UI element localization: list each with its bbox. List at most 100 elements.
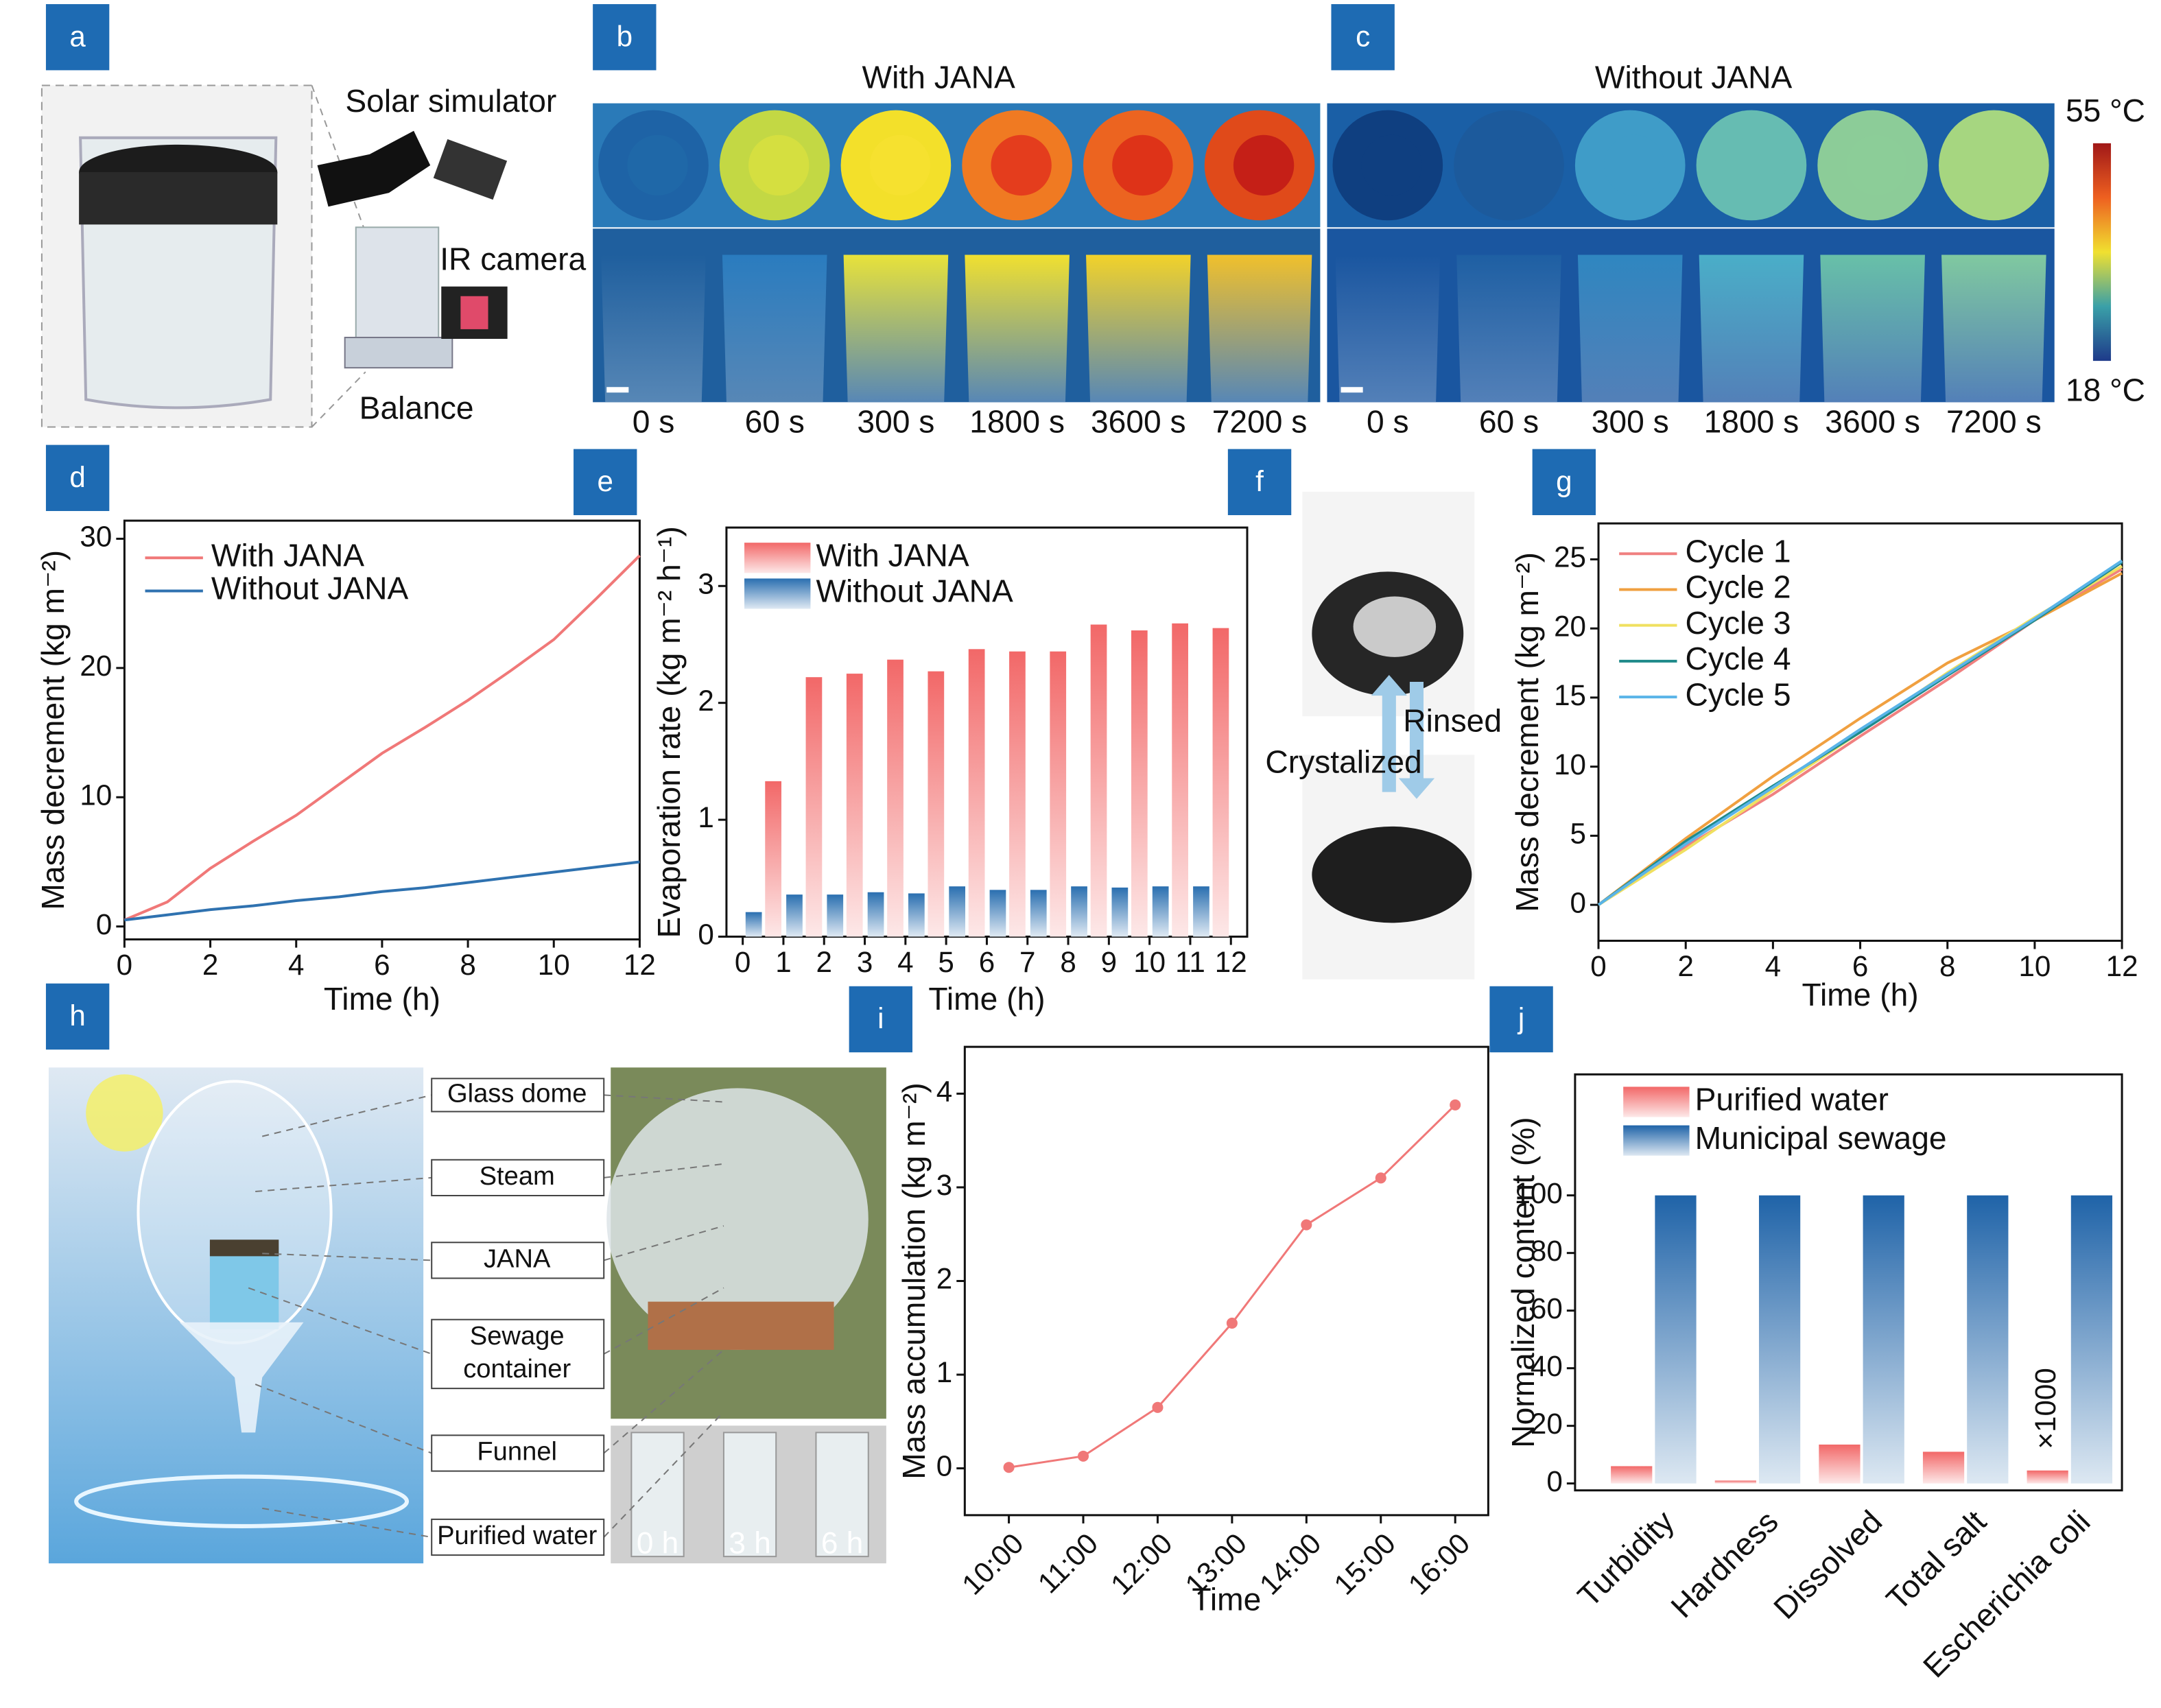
callout-line xyxy=(603,1411,724,1538)
time-label: 3600 s xyxy=(1825,404,1920,440)
bar xyxy=(1071,886,1087,937)
x-tick-label: 12:00 xyxy=(1105,1527,1179,1601)
bar xyxy=(786,894,803,937)
bar xyxy=(1152,886,1169,937)
panel-label: d xyxy=(69,461,85,493)
y-tick-label: 25 xyxy=(1554,541,1586,573)
y-tick-label: 3 xyxy=(698,567,713,600)
callout-box xyxy=(431,1078,605,1113)
thermal-beaker xyxy=(1456,254,1561,403)
bar xyxy=(1611,1466,1653,1484)
ir-screen-img xyxy=(460,296,488,329)
thermal-hot xyxy=(1968,134,2029,196)
thermal-beaker xyxy=(965,254,1070,403)
bar xyxy=(1967,1195,2009,1484)
y-tick-label: 1 xyxy=(936,1356,952,1388)
x-axis-label: Time (h) xyxy=(324,981,440,1017)
bar xyxy=(1819,1444,1861,1484)
time-label: 7200 s xyxy=(1946,404,2042,440)
annotation: Rinsed xyxy=(1403,702,1502,738)
x-tick-label: 2 xyxy=(816,946,832,978)
y-tick-label: 1 xyxy=(698,801,713,833)
callout-label: Sewage xyxy=(470,1321,565,1351)
x-tick-label: 12 xyxy=(1215,946,1247,978)
time-label: 7200 s xyxy=(1212,404,1308,440)
x-tick-label: 2 xyxy=(1677,950,1693,982)
marker xyxy=(1077,1450,1089,1462)
plot-frame xyxy=(963,1045,1489,1517)
callout-box xyxy=(431,1434,605,1472)
x-tick-label: 6 xyxy=(979,946,995,978)
x-tick-label: 3 xyxy=(857,946,873,978)
y-tick-label: 40 xyxy=(1531,1350,1563,1382)
bar xyxy=(1922,1451,1965,1484)
bar xyxy=(1050,651,1067,937)
bottle xyxy=(630,1432,685,1558)
bar xyxy=(1030,890,1047,937)
legend-label: Without JANA xyxy=(211,571,409,606)
x-tick-label: Hardness xyxy=(1664,1504,1785,1625)
bar xyxy=(1131,630,1148,937)
balance xyxy=(344,336,453,369)
time-label: 1800 s xyxy=(1704,404,1799,440)
y-tick-label: 0 xyxy=(698,918,713,951)
panel-title: Without JANA xyxy=(1595,60,1793,95)
callout-box xyxy=(431,1318,605,1390)
thermal-beaker xyxy=(1086,254,1191,403)
time-label: 60 s xyxy=(1479,404,1539,440)
bar xyxy=(949,886,966,937)
y-tick-label: 80 xyxy=(1531,1235,1563,1267)
thermal-hot xyxy=(1725,134,1786,196)
callout-line xyxy=(248,1287,432,1355)
jana-block xyxy=(209,1246,279,1329)
line xyxy=(1597,559,2123,906)
y-tick-label: 15 xyxy=(1554,679,1586,711)
y-tick-label: 30 xyxy=(80,521,112,553)
thermal-beaker xyxy=(722,254,827,403)
x-tick-label: 10 xyxy=(2018,950,2051,982)
annotation: Balance xyxy=(359,390,474,426)
funnel xyxy=(179,1322,304,1433)
line xyxy=(124,860,640,922)
legend-label: Municipal sewage xyxy=(1695,1120,1947,1156)
time-label: 300 s xyxy=(857,404,934,440)
legend-label: With JANA xyxy=(816,537,969,573)
legend-swatch xyxy=(1623,1087,1690,1117)
callout-label: JANA xyxy=(484,1244,551,1273)
y-tick-label: 5 xyxy=(1570,818,1586,850)
x-axis-label: Time xyxy=(1192,1582,1261,1617)
y-axis-label: Mass decrement (kg m⁻²) xyxy=(35,550,71,910)
x-tick-label: 0 xyxy=(1590,950,1606,982)
salt xyxy=(1353,596,1437,657)
x-tick-label: Dissolved xyxy=(1767,1504,1889,1626)
callout-label: Funnel xyxy=(477,1437,557,1467)
y-tick-label: 0 xyxy=(936,1450,952,1482)
time-label: 0 s xyxy=(633,404,675,440)
panel-label-box xyxy=(45,444,110,511)
time-label: 1800 s xyxy=(969,404,1065,440)
thermal-hot xyxy=(1361,134,1422,196)
x-tick-label: 12 xyxy=(2106,950,2138,982)
clean-beaker xyxy=(1312,826,1472,923)
callout-label: container xyxy=(463,1354,571,1384)
marker xyxy=(1450,1099,1461,1111)
callout-line xyxy=(604,1163,724,1178)
y-tick-label: 20 xyxy=(1554,610,1586,642)
dome-photo xyxy=(606,1088,869,1350)
x-tick-label: 11:00 xyxy=(1032,1527,1105,1600)
x-tick-label: 4 xyxy=(1765,950,1781,982)
x-tick-label: 10 xyxy=(1133,946,1166,978)
thermal-hot xyxy=(991,134,1052,196)
legend-label: With JANA xyxy=(211,537,364,573)
thermal-bg xyxy=(593,103,1321,228)
x-axis-label: Time (h) xyxy=(928,981,1045,1017)
x-tick-label: 0 xyxy=(735,946,751,978)
panel-label-box xyxy=(849,986,913,1053)
y-axis-label: Mass accumulation (kg m⁻²) xyxy=(896,1082,932,1480)
legend-label: Cycle 5 xyxy=(1686,676,1791,712)
time-label: 3600 s xyxy=(1091,404,1186,440)
thermal-beaker xyxy=(1820,254,1925,403)
callout-label: Purified water xyxy=(437,1521,597,1550)
thermal-beaker xyxy=(1699,254,1804,403)
